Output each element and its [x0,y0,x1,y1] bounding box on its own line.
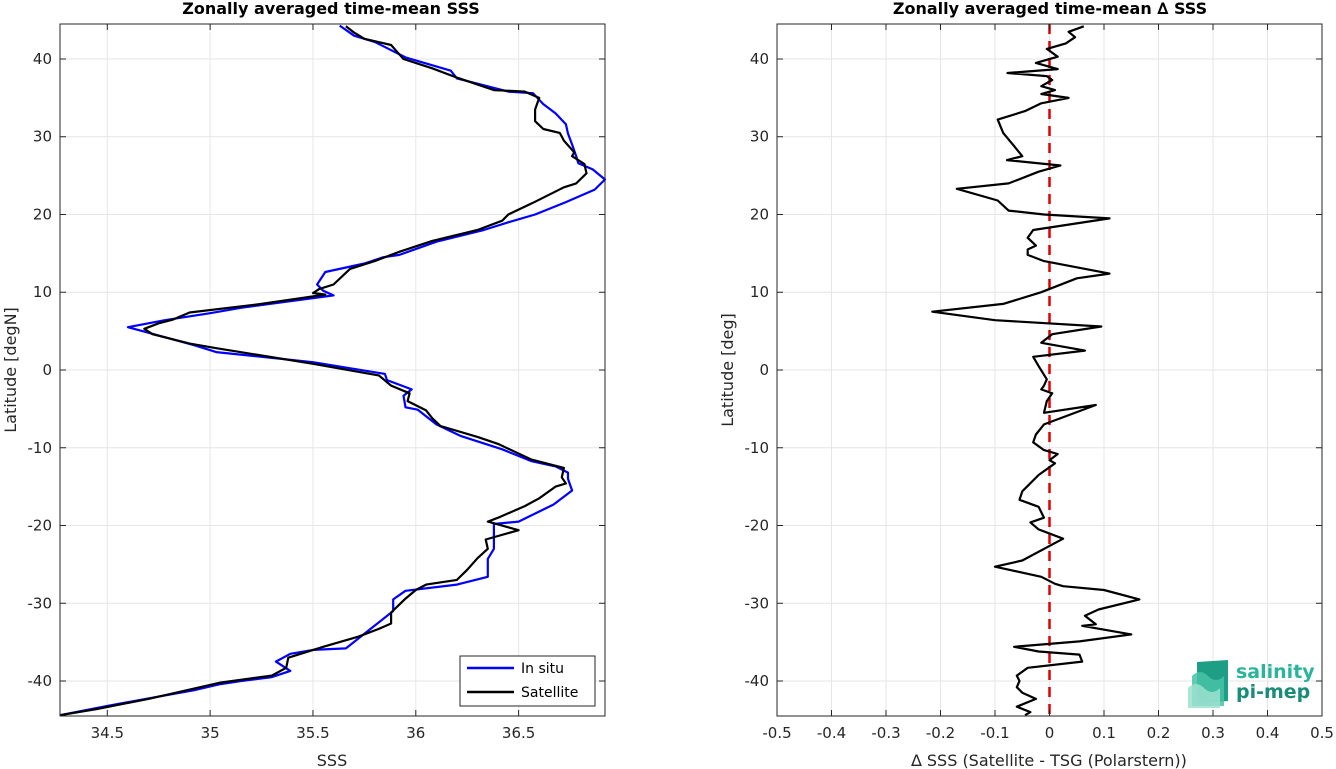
sss-y-tick-label: -10 [28,439,53,457]
salinity-pi-mep-logo: salinity pi-mep [1188,660,1315,708]
delta-sss-x-axis-label: ∆ SSS (Satellite - TSG (Polarstern)) [910,751,1187,769]
sss-x-tick-label: 35 [201,724,220,742]
delta-sss-y-tick-label: 10 [750,283,769,301]
delta-sss-x-tick-label: 0 [1045,724,1055,742]
sss-y-tick-label: 30 [33,128,52,146]
sss-ticks: 34.5 35 35.5 36 36.5 -40 -30 -20 -10 0 10 20 30 40 [28,24,605,742]
sss-x-tick-label: 36 [406,724,425,742]
delta-sss-x-tick-label: -0.1 [980,724,1009,742]
delta-sss-x-tick-label: -0.3 [871,724,900,742]
sss-series-line-in-situ [59,24,607,717]
sss-y-tick-label: 40 [33,50,52,68]
delta-sss-y-axis-label: Latitude [deg] [718,313,737,427]
sss-y-tick-label: -20 [28,517,53,535]
delta-sss-y-tick-label: -20 [745,517,770,535]
delta-sss-x-tick-label: 0.4 [1256,724,1280,742]
sss-panel: Zonally averaged time-mean SSS 34.5 35 35.… [1,0,607,769]
delta-sss-y-tick-label: 40 [750,50,769,68]
delta-sss-y-tick-label: -40 [745,672,770,690]
sss-y-tick-label: 10 [33,283,52,301]
sss-series-line-satellite [59,25,588,717]
sss-x-axis-label: SSS [317,751,347,769]
delta-sss-x-tick-label: -0.5 [762,724,791,742]
delta-sss-chart-title: Zonally averaged time-mean ∆ SSS [893,0,1207,18]
logo-line1: salinity [1236,661,1315,683]
delta-sss-y-tick-label: 20 [750,205,769,223]
delta-sss-x-tick-label: 0.1 [1092,724,1116,742]
delta-sss-x-tick-label: 0.5 [1310,724,1334,742]
delta-sss-lines [931,24,1141,717]
delta-sss-y-tick-label: 30 [750,128,769,146]
sss-lines [59,24,607,717]
sss-y-tick-label: 0 [42,361,52,379]
sss-x-tick-label: 36.5 [502,724,535,742]
delta-sss-x-tick-label: -0.2 [926,724,955,742]
sss-y-tick-label: -40 [28,672,53,690]
delta-sss-series-line-0 [931,25,1141,717]
delta-sss-y-tick-label: -10 [745,439,770,457]
delta-sss-x-tick-label: 0.3 [1201,724,1225,742]
sss-y-tick-label: -30 [28,594,53,612]
delta-sss-panel: Zonally averaged time-mean ∆ SSS -0.5 -0.… [718,0,1334,769]
delta-sss-x-tick-label: 0.2 [1147,724,1171,742]
sss-y-tick-label: 20 [33,205,52,223]
sss-x-tick-label: 34.5 [91,724,124,742]
logo-line2: pi-mep [1236,681,1310,703]
sss-grid [60,24,605,716]
sss-y-axis-label: Latitude [degN] [1,307,20,433]
legend-satellite-label: Satellite [521,685,578,701]
sss-legend: In situ Satellite [459,655,596,707]
delta-sss-y-tick-label: -30 [745,594,770,612]
sss-chart-title: Zonally averaged time-mean SSS [182,0,480,18]
delta-sss-ticks: -0.5 -0.4 -0.3 -0.2 -0.1 0 0.1 0.2 0.3 0.4 0.5 -40 -… [745,24,1334,742]
delta-sss-x-tick-label: -0.4 [817,724,846,742]
sss-x-tick-label: 35.5 [296,724,329,742]
delta-sss-y-tick-label: 0 [759,361,769,379]
legend-in-situ-label: In situ [521,661,564,677]
legend-box [459,655,596,707]
logo-wave-icon [1188,660,1228,708]
